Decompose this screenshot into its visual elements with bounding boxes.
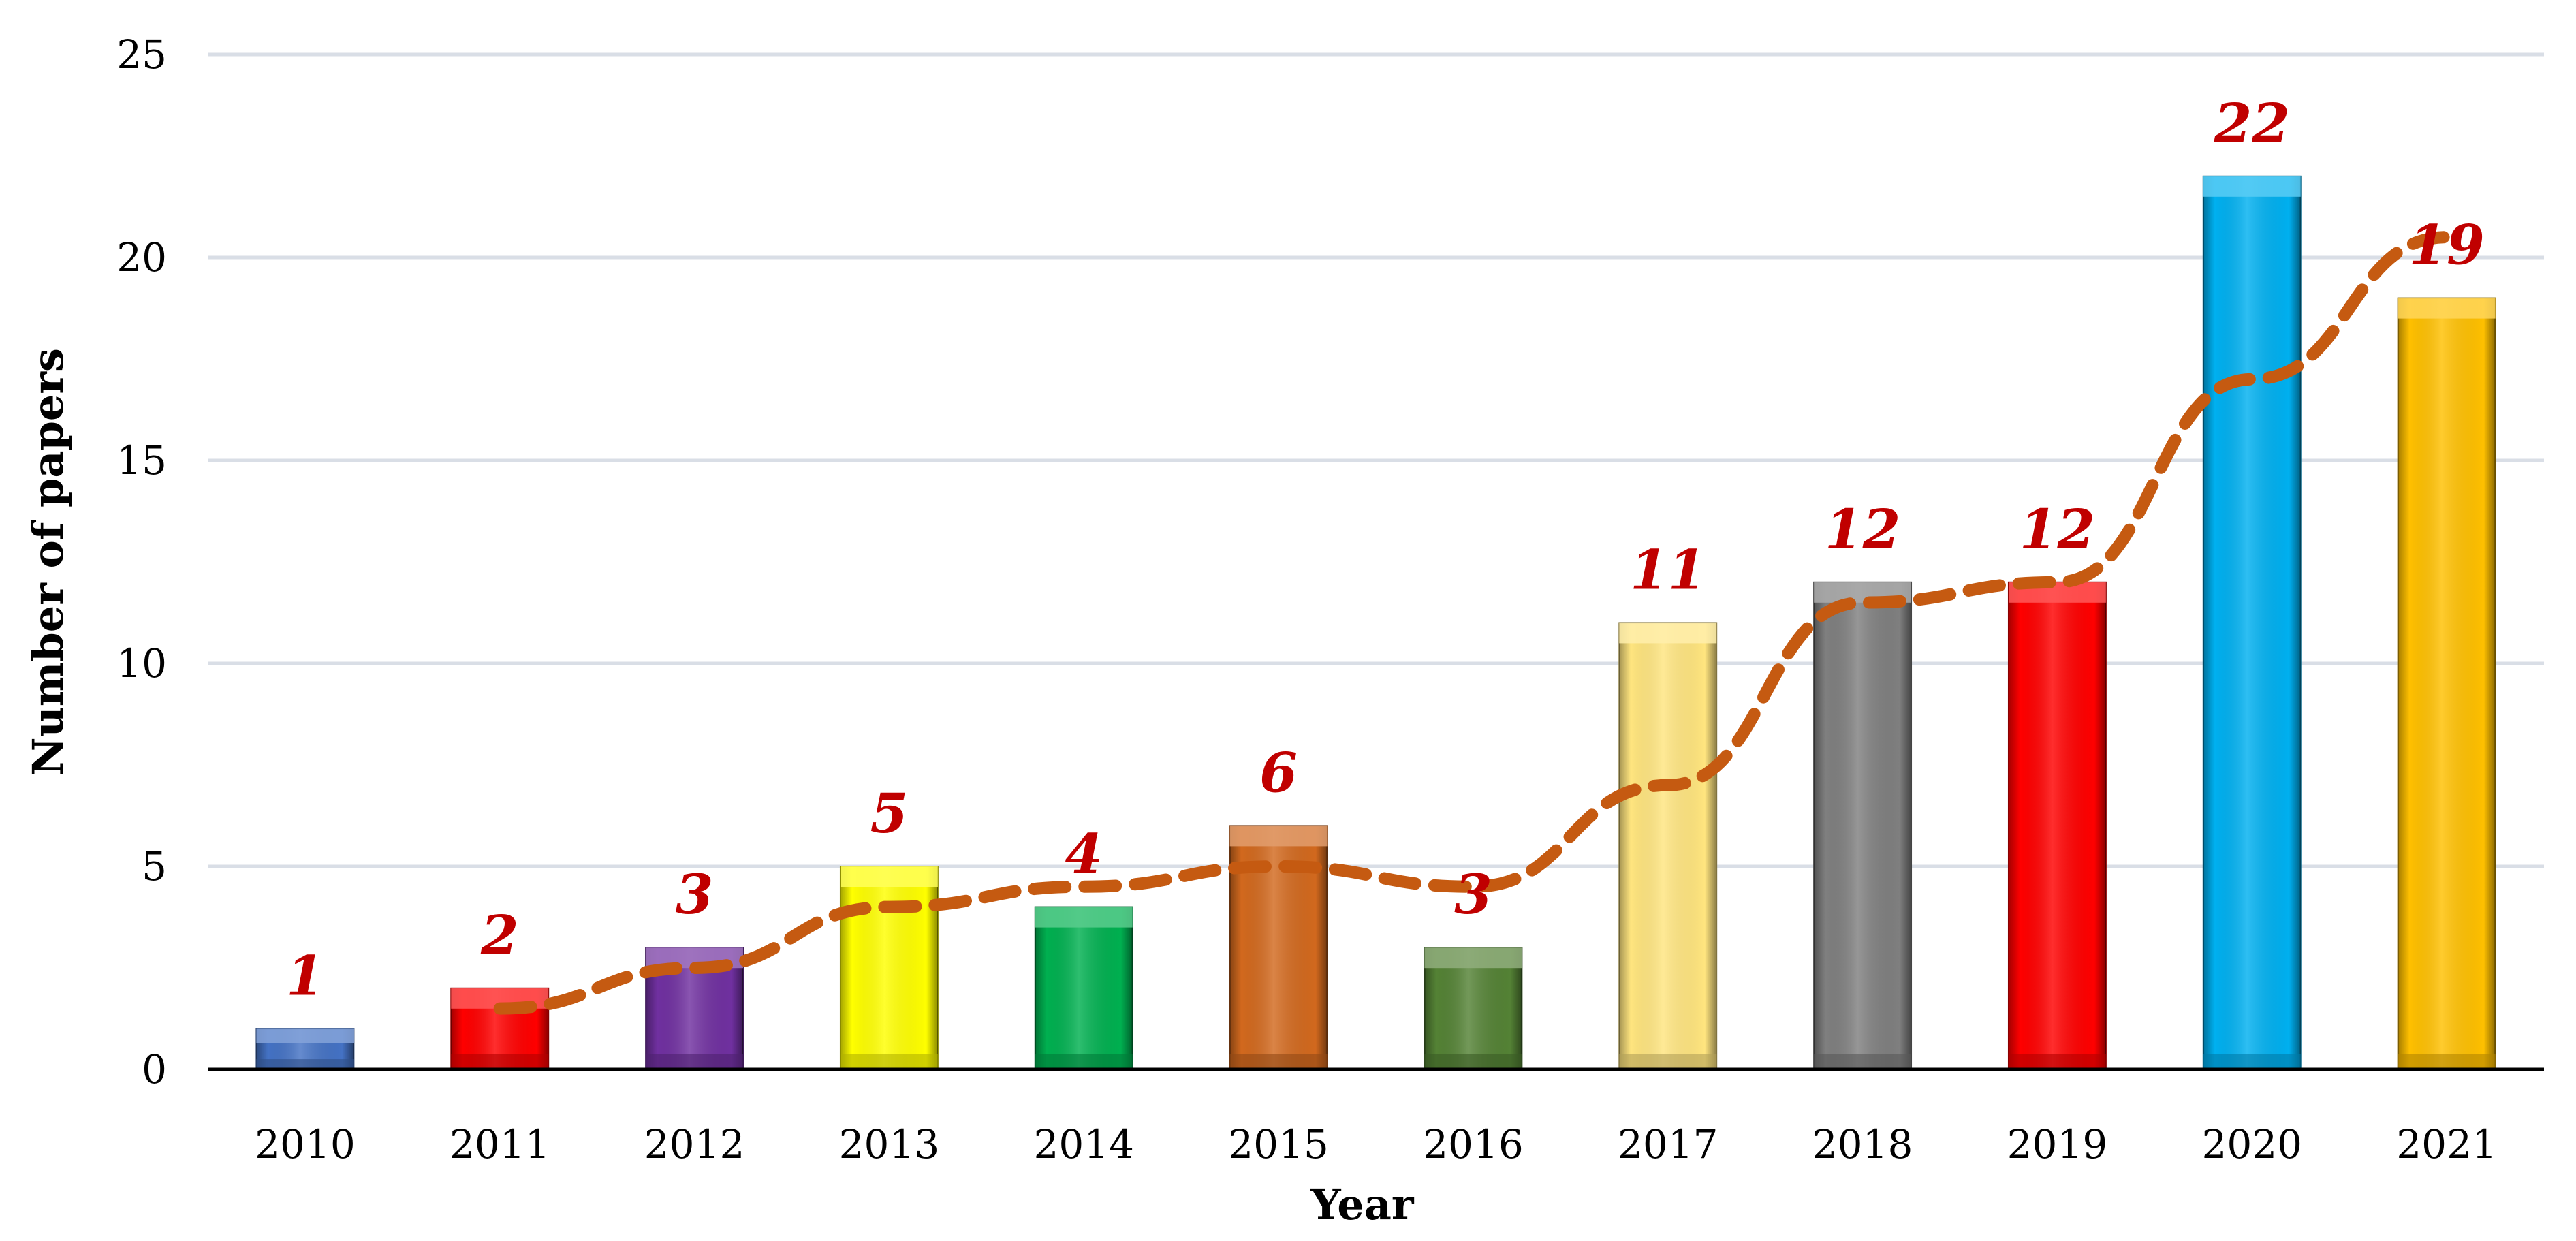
bar-2011 [450,987,550,1071]
trend-line-path [493,231,2453,1015]
bar-bottom-bevel [451,1054,549,1069]
x-tick-label: 2016 [1423,1121,1524,1167]
bar-bottom-bevel [2398,1054,2496,1069]
bar-bevel [1035,907,1133,1069]
x-tick-label: 2014 [1033,1121,1134,1167]
gridlines [208,52,2544,868]
data-label: 3 [1454,862,1492,926]
data-label: 12 [2020,497,2095,561]
x-tick-label: 2012 [644,1121,745,1167]
trend-line [493,231,2453,1015]
bar-top-bevel [1619,623,1717,644]
bar-2020 [2202,175,2302,1070]
data-label: 5 [870,781,909,845]
bar-bevel [2398,298,2496,1070]
y-tick-label: 5 [142,843,167,890]
x-tick-label: 2010 [255,1121,356,1167]
bars [255,175,2496,1071]
data-label: 1 [286,943,324,1007]
x-tick-label: 2018 [1812,1121,1913,1167]
data-label: 11 [1630,537,1706,601]
bar-2016 [1424,947,1523,1070]
bar-top-bevel [256,1028,354,1043]
bar-bottom-bevel [1229,1054,1328,1069]
x-tick-label: 2013 [839,1121,940,1167]
bar-top-bevel [840,866,938,887]
x-tick-label: 2015 [1228,1121,1329,1167]
bar-bevel [1619,623,1717,1069]
data-label: 19 [2408,213,2484,277]
bar-2018 [1813,581,1913,1070]
y-tick-label: 15 [116,437,167,484]
bar-top-bevel [2203,176,2301,197]
bar-bottom-bevel [1035,1054,1133,1069]
y-tick-label: 0 [142,1046,167,1093]
bar-bevel [1814,582,1912,1069]
x-tick-label: 2021 [2396,1121,2497,1167]
x-tick-label: 2020 [2201,1121,2302,1167]
bar-bottom-bevel [256,1059,354,1069]
bar-bevel [2008,582,2106,1069]
y-tick-label: 25 [116,31,167,78]
y-tick-label: 10 [116,640,167,687]
y-axis-title: Number of papers [23,348,73,776]
bar-bottom-bevel [1424,1054,1522,1069]
bar-2021 [2397,297,2496,1071]
bar-bottom-bevel [2203,1054,2301,1069]
bar-bottom-bevel [646,1054,744,1069]
bar-bottom-bevel [840,1054,938,1069]
data-label: 22 [2214,91,2290,155]
x-tick-label: 2019 [2007,1121,2108,1167]
bar-top-bevel [2398,298,2496,319]
x-tick-label: 2011 [450,1121,550,1167]
bar-2013 [839,866,939,1070]
bar-bevel [2203,176,2301,1069]
bar-bottom-bevel [2008,1054,2106,1069]
data-label: 6 [1259,740,1298,804]
bar-bevel [840,866,938,1069]
bar-2014 [1034,906,1133,1070]
data-label: 2 [480,903,519,967]
data-label: 3 [676,862,714,926]
bar-bottom-bevel [1619,1054,1717,1069]
bar-top-bevel [1035,907,1133,928]
data-label: 4 [1065,822,1103,886]
bar-top-bevel [1229,826,1328,847]
x-axis-title: Year [1310,1180,1414,1229]
data-label: 12 [1825,497,1900,561]
bar-2019 [2007,581,2107,1070]
bar-2017 [1618,622,1718,1070]
bar-top-bevel [1424,947,1522,969]
x-tick-label: 2017 [1618,1121,1718,1167]
bar-2010 [255,1028,355,1071]
y-tick-label: 20 [116,234,167,281]
bar-bottom-bevel [1814,1054,1912,1069]
